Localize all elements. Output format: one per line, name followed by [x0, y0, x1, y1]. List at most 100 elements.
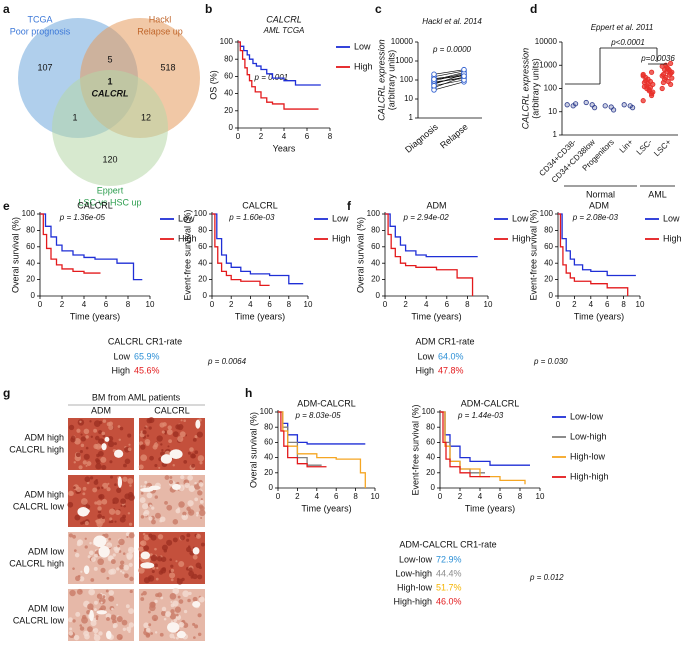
cell-texture [150, 601, 156, 608]
x-tick-label: 4 [282, 132, 287, 141]
p-value: p = 0.001 [254, 73, 289, 82]
cell-texture [81, 614, 87, 620]
cell-texture [172, 519, 179, 525]
y-tick-label: 60 [544, 242, 553, 251]
data-point [461, 66, 467, 73]
cell-texture [143, 545, 150, 552]
group-label: Normal [586, 189, 615, 199]
cell-texture [84, 545, 88, 549]
cell-texture [169, 476, 173, 479]
cr1-title: ADM CR1-rate [415, 336, 474, 346]
cell-texture [143, 485, 146, 488]
cell-texture [146, 417, 153, 424]
x-tick-label: 8 [328, 132, 333, 141]
cell-texture [75, 611, 81, 617]
cell-texture [198, 482, 204, 487]
data-point [431, 82, 437, 89]
cell-texture [154, 495, 158, 499]
cell-texture [79, 450, 83, 454]
cell-texture [120, 504, 123, 507]
x-tick-label: 2 [229, 300, 234, 309]
data-point [648, 69, 655, 75]
cell-texture [78, 465, 83, 470]
cell-texture [74, 514, 81, 521]
y-tick-label: 20 [264, 468, 273, 477]
x-tick-label: 4 [424, 300, 429, 309]
cell-texture [143, 622, 149, 629]
cell-texture [110, 559, 116, 565]
cell-texture [199, 505, 205, 511]
x-tick-label: 6 [445, 300, 450, 309]
cell-texture [127, 433, 132, 438]
venn-count: 120 [102, 154, 117, 164]
y-tick-label: 60 [371, 242, 380, 251]
cell-texture [96, 486, 100, 490]
cell-texture [195, 533, 201, 539]
x-tick-label: 4 [589, 300, 594, 309]
y-tick-label: 10 [548, 107, 557, 116]
fat-vacuole [140, 562, 155, 569]
chart-title: CALCRL [242, 200, 278, 210]
cell-texture [85, 435, 89, 439]
chart-title: ADM-CALCRL [297, 398, 356, 408]
cell-texture [89, 541, 92, 545]
cell-texture [84, 521, 89, 526]
x-tick-label: Relapse [438, 122, 470, 151]
cell-texture [194, 497, 199, 502]
cell-texture [169, 593, 177, 600]
cell-texture [94, 553, 98, 558]
cell-texture [126, 626, 132, 632]
data-point [627, 103, 633, 109]
fat-vacuole [83, 565, 90, 575]
cr1-title: ADM-CALCRL CR1-rate [399, 539, 496, 549]
legend-label: Low-high [570, 431, 607, 441]
data-point [640, 73, 646, 79]
cell-texture [142, 590, 147, 596]
data-point [461, 73, 467, 79]
y-tick-label: 0 [376, 291, 381, 300]
cell-texture [112, 553, 116, 557]
cell-texture [183, 419, 186, 423]
survival-curve [40, 213, 101, 274]
cell-texture [114, 520, 117, 523]
data-point [647, 84, 654, 91]
x-tick-label: 4 [82, 300, 87, 309]
cell-texture [69, 589, 76, 597]
x-tick-label: 10 [484, 300, 493, 309]
y-tick-label: 20 [224, 106, 233, 115]
legend-label: High [332, 233, 351, 243]
cell-texture [186, 506, 191, 512]
cell-texture [155, 577, 159, 581]
cell-texture [120, 560, 125, 565]
x-tick-label: Diagnosis [403, 121, 440, 154]
data-point [621, 102, 627, 108]
x-tick-label: 6 [498, 492, 503, 501]
cell-texture [180, 419, 183, 422]
panel-letter: b [205, 2, 212, 16]
x-tick-label: 4 [478, 492, 483, 501]
cell-texture [85, 464, 88, 467]
cell-texture [76, 428, 81, 433]
p-value: p = 0.012 [529, 573, 564, 582]
cell-texture [187, 500, 194, 507]
cell-texture [69, 627, 73, 631]
fat-vacuole [167, 622, 180, 633]
y-axis-label: Overal survival (%) [355, 217, 365, 293]
y-axis-label: (arbitrary units) [386, 50, 396, 111]
x-tick-label: 2 [295, 492, 300, 501]
cell-texture [101, 498, 108, 505]
cell-texture [95, 459, 101, 465]
cell-texture [100, 601, 103, 604]
cell-texture [100, 456, 107, 463]
data-point [659, 63, 665, 69]
y-tick-label: 20 [544, 275, 553, 284]
y-tick-label: 0 [31, 291, 36, 300]
y-tick-label: 10000 [391, 37, 414, 46]
cell-texture [128, 494, 135, 501]
x-tick-label: 6 [267, 300, 272, 309]
cell-texture [140, 491, 144, 495]
cell-texture [119, 570, 123, 573]
cell-texture [144, 426, 147, 429]
cell-texture [87, 555, 91, 559]
cell-texture [108, 520, 112, 524]
